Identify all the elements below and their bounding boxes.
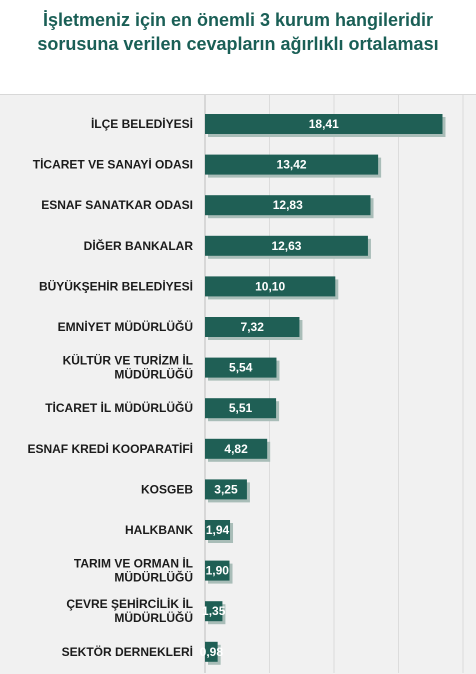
grid-lines [204, 95, 464, 673]
category-label: BÜYÜKŞEHİR BELEDİYESİ [39, 278, 193, 293]
data-label: 12,83 [273, 198, 303, 212]
bar [205, 560, 230, 581]
data-label: 5,51 [229, 401, 253, 415]
category-label: DİĞER BANKALAR [84, 238, 194, 253]
bar [205, 479, 247, 500]
bar [205, 398, 277, 419]
data-label: 4,82 [224, 442, 248, 456]
category-label: HALKBANK [125, 523, 193, 537]
data-label: 3,25 [214, 482, 238, 496]
category-label: ESNAF KREDİ KOOPARATİFİ [27, 441, 193, 456]
category-label: ESNAF SANATKAR ODASI [41, 198, 193, 212]
category-label: EMNİYET MÜDÜRLÜĞÜ [58, 319, 193, 334]
bar [205, 357, 277, 378]
bar [205, 195, 371, 216]
data-label: 1,35 [202, 604, 226, 618]
data-label: 13,42 [277, 158, 307, 172]
chart-title: İşletmeniz için en önemli 3 kurum hangil… [0, 8, 476, 56]
category-label: KOSGEB [141, 482, 193, 496]
data-label: 0,98 [200, 645, 224, 659]
data-label: 1,94 [206, 523, 230, 537]
bar [205, 235, 368, 256]
bar [205, 276, 336, 297]
data-label: 10,10 [255, 279, 285, 293]
chart-title-line-1: İşletmeniz için en önemli 3 kurum hangil… [42, 10, 434, 30]
category-label: TİCARET İL MÜDÜRLÜĞÜ [45, 400, 193, 415]
bar [205, 438, 268, 459]
plot-area [0, 94, 476, 674]
category-label: TARIM VE ORMAN İL MÜDÜRLÜĞÜ [74, 556, 193, 585]
data-label: 18,41 [309, 117, 339, 131]
bar [205, 154, 379, 175]
bar [205, 114, 443, 134]
data-label: 7,32 [241, 320, 265, 334]
bar [205, 317, 300, 337]
category-label: TİCARET VE SANAYİ ODASI [33, 157, 193, 172]
category-label: SEKTÖR DERNEKLERİ [62, 644, 193, 659]
bar [205, 641, 218, 662]
chart-title-line-2: sorusuna verilen cevapların ağırlıklı or… [37, 34, 439, 54]
category-label: İLÇE BELEDİYESİ [91, 116, 193, 131]
bar [205, 520, 231, 540]
data-label: 5,54 [229, 361, 253, 375]
data-label: 12,63 [271, 239, 301, 253]
category-label: ÇEVRE ŞEHİRCİLİK İL MÜDÜRLÜĞÜ [66, 596, 193, 625]
data-label: 1,90 [206, 564, 230, 578]
category-label: KÜLTÜR VE TURİZM İL MÜDÜRLÜĞÜ [63, 353, 193, 382]
bar [205, 601, 223, 622]
